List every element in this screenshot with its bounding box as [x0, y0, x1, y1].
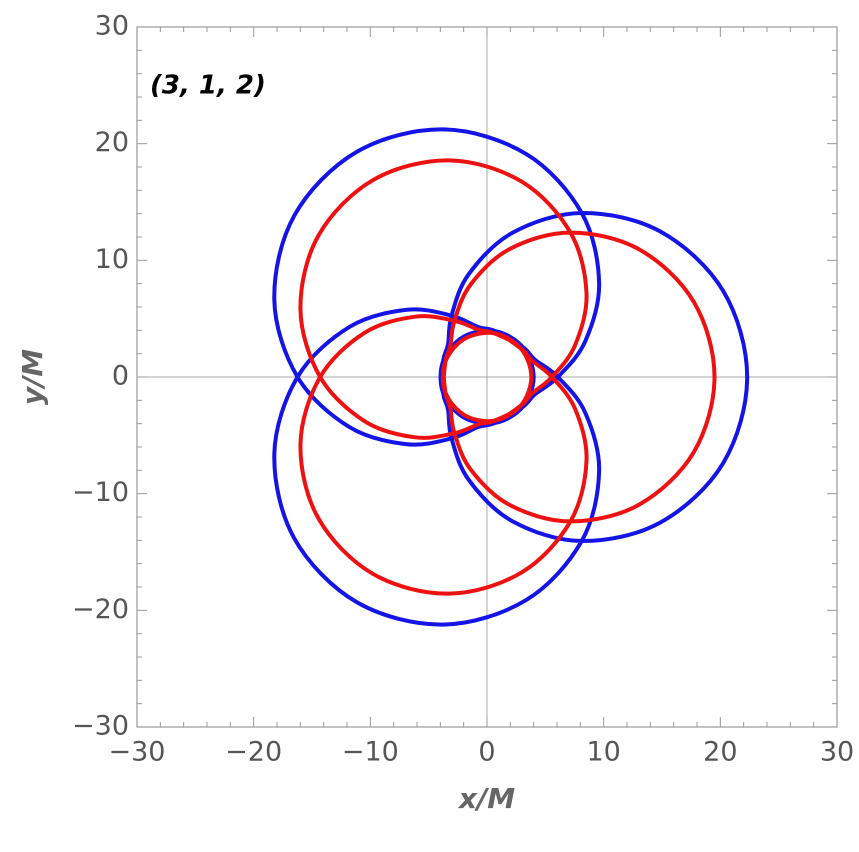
- x-tick-label: −20: [225, 737, 282, 768]
- x-tick-label: 10: [586, 737, 620, 768]
- x-tick-label: 0: [478, 737, 495, 768]
- y-tick-label: 20: [95, 127, 129, 158]
- x-tick-label: −10: [342, 737, 399, 768]
- y-axis-title: y/M: [16, 349, 49, 405]
- y-tick-label: −30: [72, 711, 129, 742]
- x-tick-label: 30: [820, 737, 854, 768]
- y-tick-label: −20: [72, 594, 129, 625]
- x-tick-label: −30: [109, 737, 166, 768]
- orbit-curve: [298, 158, 717, 596]
- x-tick-label: 20: [703, 737, 737, 768]
- annotation: (3, 1, 2): [150, 71, 266, 101]
- y-tick-label: 10: [95, 244, 129, 275]
- y-tick-label: 30: [95, 11, 129, 42]
- y-tick-label: −10: [72, 477, 129, 508]
- y-tick-label: 0: [112, 361, 129, 392]
- x-axis-title: x/M: [457, 782, 515, 815]
